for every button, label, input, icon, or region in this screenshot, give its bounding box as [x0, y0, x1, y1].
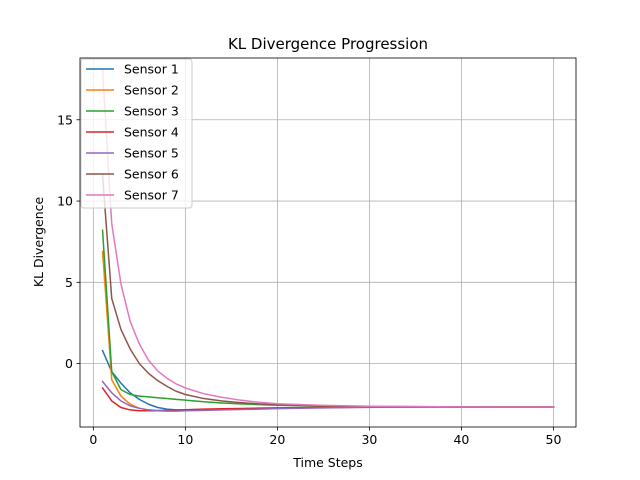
chart-title: KL Divergence Progression — [228, 35, 428, 53]
series-line-sensor-7 — [101, 68, 555, 408]
x-tick-label: 20 — [269, 432, 285, 447]
x-tick-label: 0 — [89, 432, 97, 447]
grid — [80, 58, 576, 427]
x-tick-label: 10 — [177, 432, 193, 447]
x-axis-label: Time Steps — [292, 455, 363, 470]
y-tick-label: 5 — [65, 275, 73, 290]
legend-label-sensor-6: Sensor 6 — [124, 167, 179, 182]
y-tick-label: 10 — [57, 194, 73, 209]
legend-label-sensor-2: Sensor 2 — [124, 83, 179, 98]
x-tick-label: 40 — [453, 432, 469, 447]
legend-label-sensor-7: Sensor 7 — [124, 188, 179, 203]
legend-items: Sensor 1 Sensor 2 Sensor 3 Sensor 4 Sensor 5… — [86, 62, 179, 203]
axes-frame — [79, 57, 577, 428]
legend-label-sensor-3: Sensor 3 — [124, 104, 179, 119]
legend: Sensor 1 Sensor 2 Sensor 3 Sensor 4 Sensor 5… — [80, 58, 193, 209]
x-tick-label: 30 — [361, 432, 377, 447]
y-tick-label: 15 — [57, 112, 73, 127]
y-axis-ticks: 0 5 10 15 — [57, 112, 80, 371]
x-tick-label: 50 — [546, 432, 562, 447]
legend-box — [80, 58, 193, 209]
legend-label-sensor-5: Sensor 5 — [124, 146, 179, 161]
series-lines — [101, 68, 555, 412]
legend-label-sensor-4: Sensor 4 — [124, 125, 179, 140]
y-tick-label: 0 — [65, 356, 73, 371]
legend-label-sensor-1: Sensor 1 — [124, 62, 179, 77]
x-axis-ticks: 0 10 20 30 40 50 — [89, 427, 561, 447]
y-axis-label: KL Divergence — [31, 197, 46, 288]
